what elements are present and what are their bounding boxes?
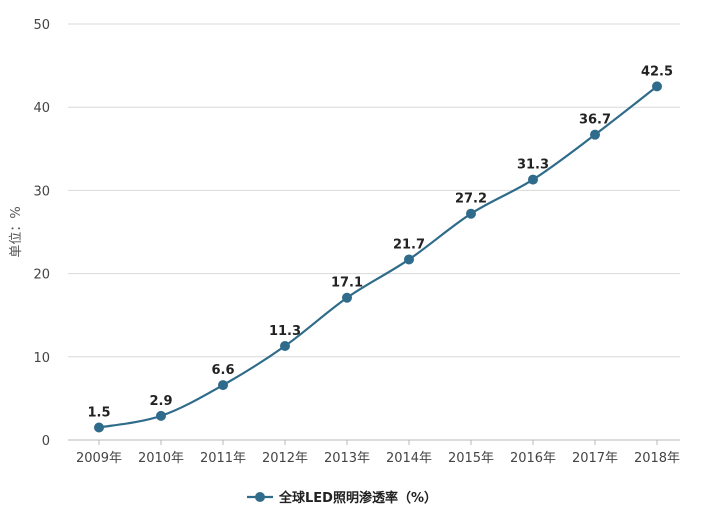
data-label: 27.2 <box>455 192 487 207</box>
legend-label: 全球LED照明渗透率（%） <box>278 490 437 506</box>
data-label: 17.1 <box>331 276 363 291</box>
data-point[interactable] <box>218 380 228 391</box>
data-point[interactable] <box>156 410 166 421</box>
x-tick-label: 2009年 <box>76 451 122 466</box>
data-point[interactable] <box>342 292 352 303</box>
y-tick-label: 0 <box>42 434 50 449</box>
data-point[interactable] <box>404 254 414 265</box>
y-tick-label: 10 <box>33 351 50 366</box>
y-tick-label: 50 <box>33 18 50 33</box>
y-axis-ticks: 0 10 20 30 40 50 <box>33 18 50 449</box>
data-point[interactable] <box>466 208 476 219</box>
grid-lines <box>68 23 680 358</box>
data-points <box>94 81 662 433</box>
y-tick-label: 30 <box>33 184 50 199</box>
data-label: 36.7 <box>579 113 611 128</box>
series-line <box>98 85 658 429</box>
x-tick-label: 2013年 <box>324 451 370 466</box>
data-label: 31.3 <box>517 158 549 173</box>
x-tick-label: 2014年 <box>386 451 432 466</box>
data-point[interactable] <box>528 174 538 185</box>
y-tick-label: 40 <box>33 101 50 116</box>
x-tick-label: 2015年 <box>448 451 494 466</box>
data-labels: 1.5 2.9 6.6 11.3 17.1 21.7 27.2 31.3 36.7 42.5 <box>87 64 673 420</box>
data-label: 11.3 <box>269 324 301 339</box>
x-tick-label: 2016年 <box>510 451 556 466</box>
x-tick-label: 2018年 <box>634 451 680 466</box>
y-tick-label: 20 <box>33 268 50 283</box>
data-point[interactable] <box>590 129 600 140</box>
x-tick-label: 2017年 <box>572 451 618 466</box>
data-label: 2.9 <box>149 394 172 409</box>
data-label: 6.6 <box>211 363 234 378</box>
y-axis-label: 单位：% <box>9 206 24 257</box>
x-tick-label: 2010年 <box>138 451 184 466</box>
data-point[interactable] <box>280 340 290 351</box>
x-tick-label: 2011年 <box>200 451 246 466</box>
data-point[interactable] <box>652 81 662 92</box>
legend-marker-icon <box>255 492 265 502</box>
data-label: 42.5 <box>641 64 673 79</box>
data-label: 1.5 <box>87 406 110 421</box>
data-label: 21.7 <box>393 237 425 252</box>
x-axis: 2009年 2010年 2011年 2012年 2013年 2014年 2015年 2016年… <box>68 439 680 466</box>
legend[interactable]: 全球LED照明渗透率（%） <box>247 490 437 506</box>
x-tick-label: 2012年 <box>262 451 308 466</box>
data-point[interactable] <box>94 422 104 433</box>
